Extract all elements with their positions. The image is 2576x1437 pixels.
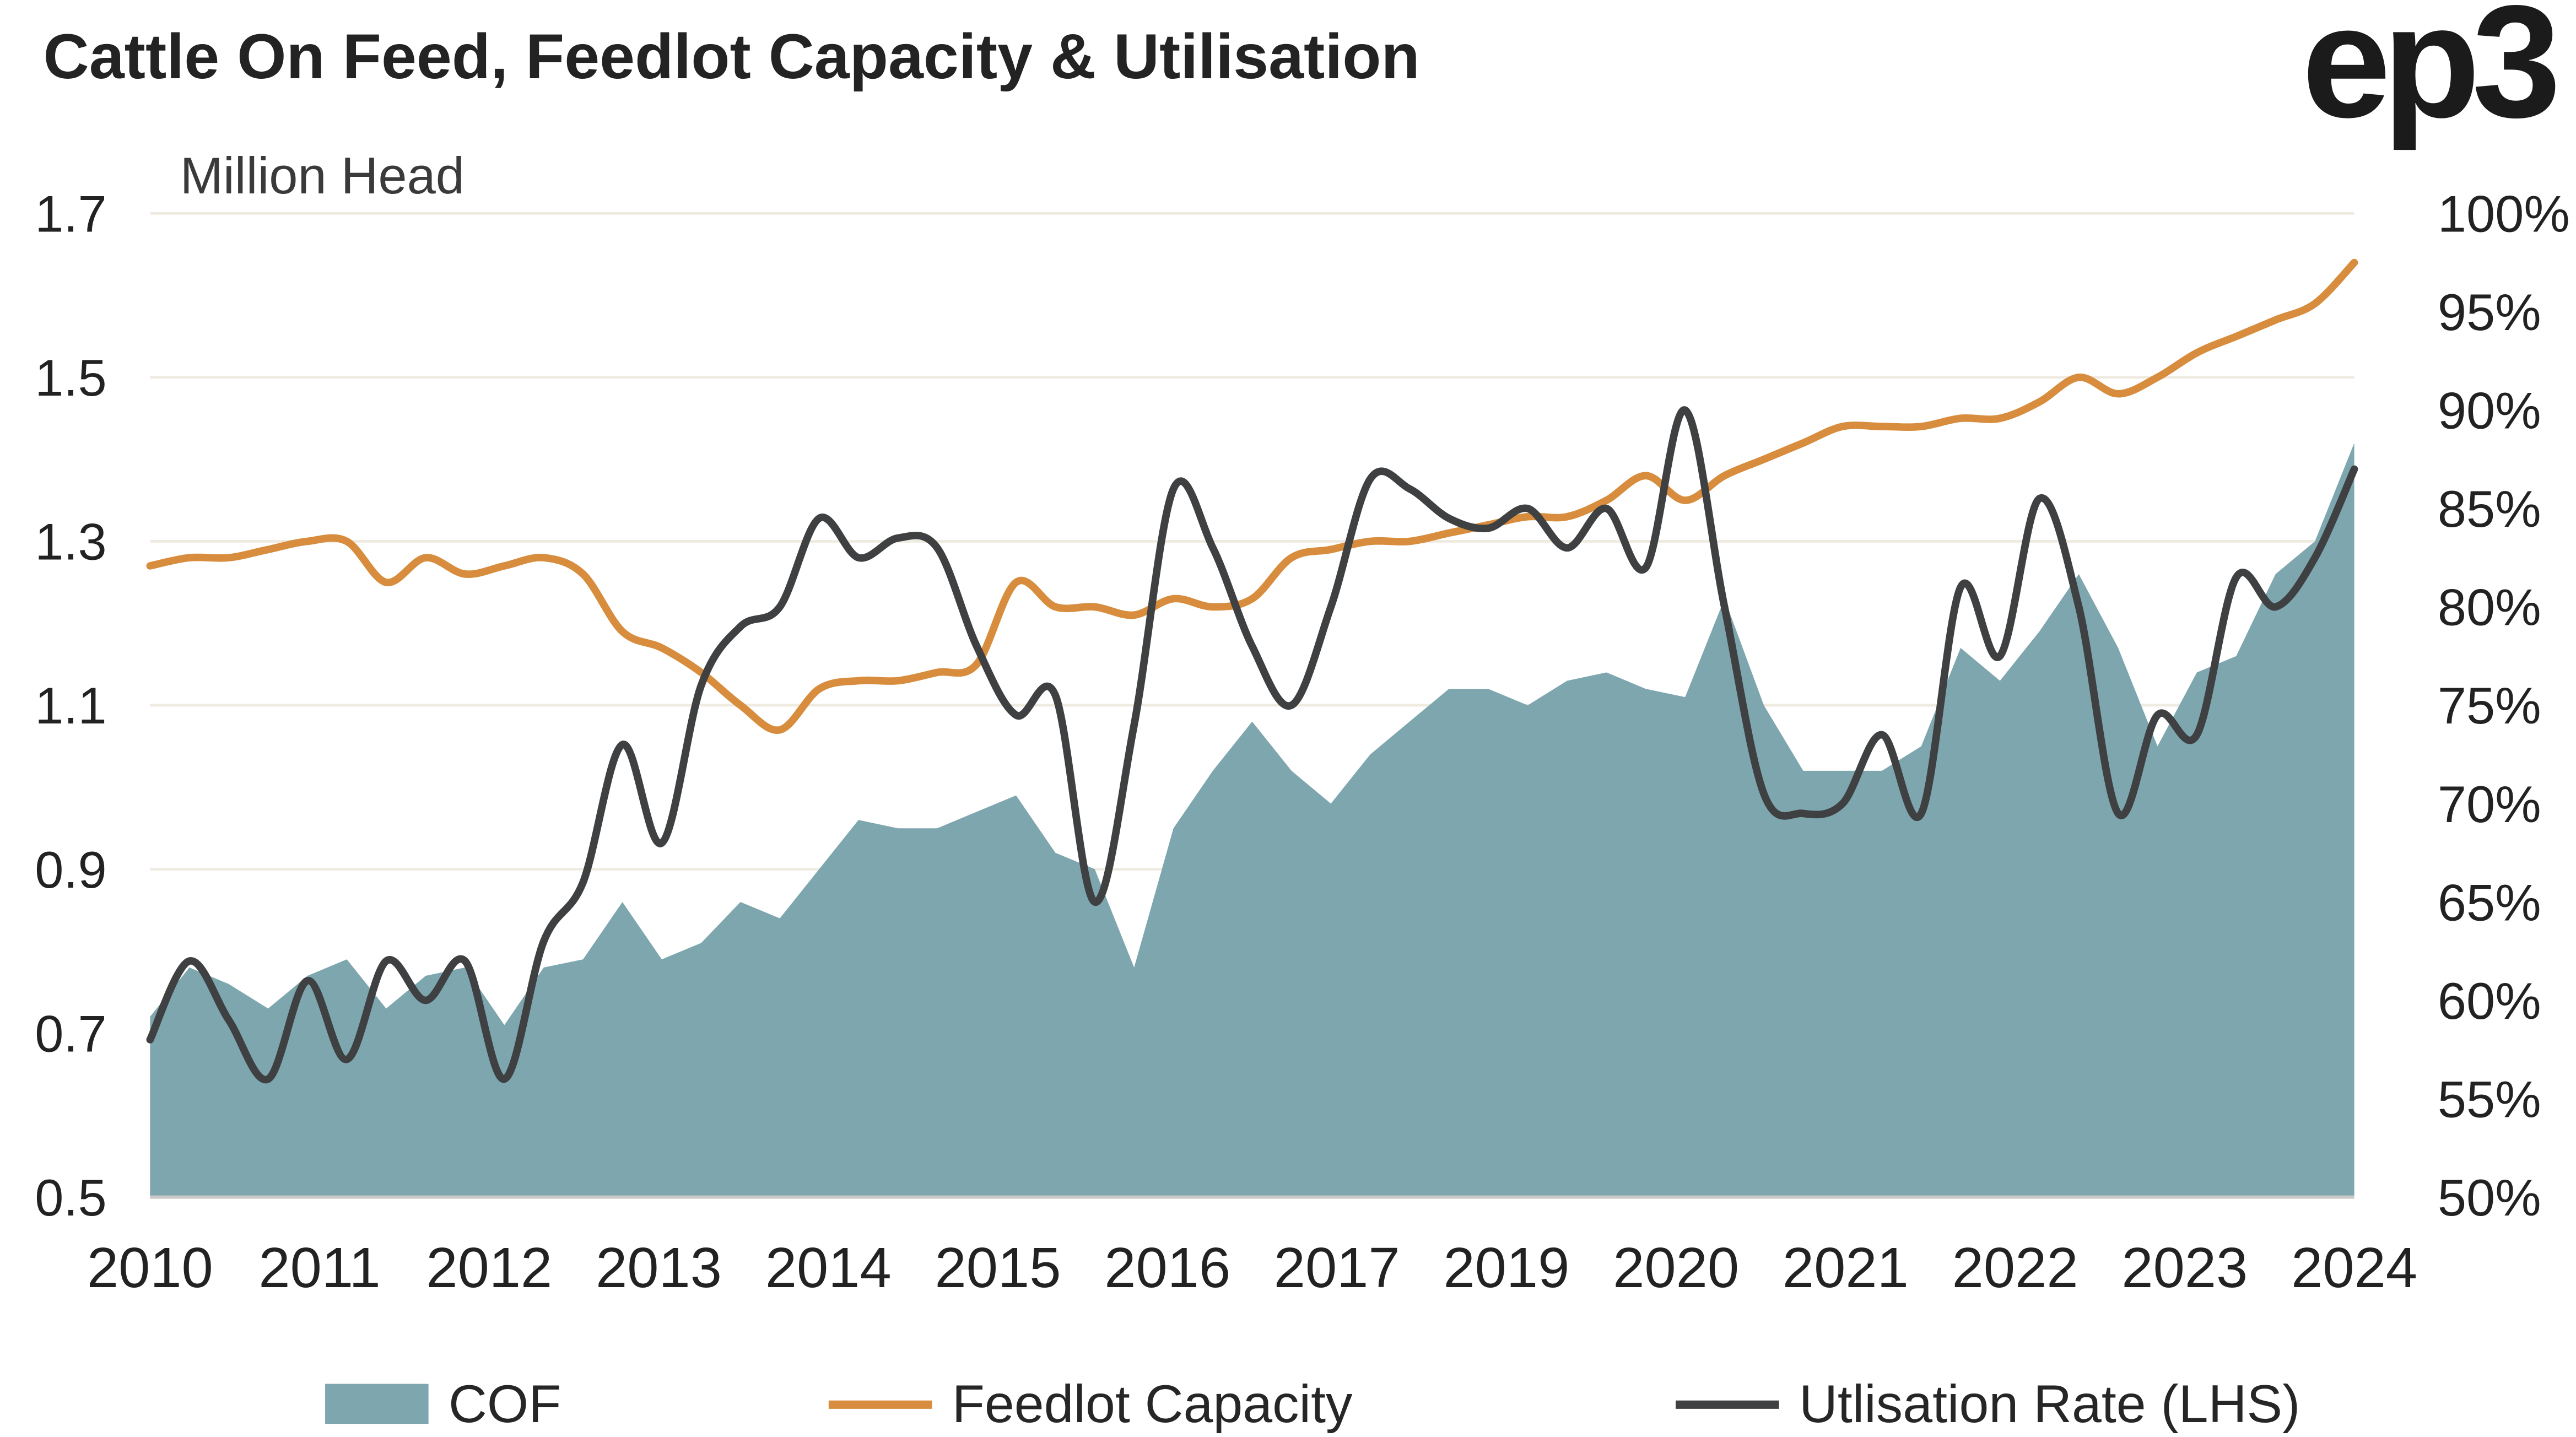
chart-title: Cattle On Feed, Feedlot Capacity & Utili… bbox=[43, 23, 1420, 94]
x-tick-label: 2013 bbox=[596, 1236, 722, 1299]
legend-label-utilisation-rate: Utlisation Rate (LHS) bbox=[1799, 1373, 2300, 1433]
y-right-tick-label: 95% bbox=[2438, 283, 2541, 341]
y-left-tick-label: 1.1 bbox=[35, 677, 106, 734]
y-right-tick-label: 55% bbox=[2438, 1070, 2541, 1128]
x-tick-label: 2020 bbox=[1613, 1236, 1739, 1299]
y-right-tick-label: 75% bbox=[2438, 677, 2541, 734]
x-tick-label: 2023 bbox=[2121, 1236, 2248, 1299]
y-left-tick-label: 0.5 bbox=[35, 1169, 106, 1227]
x-tick-label: 2016 bbox=[1104, 1236, 1230, 1299]
cof-area bbox=[150, 442, 2354, 1197]
legend-item-cof: COF bbox=[325, 1370, 561, 1437]
y-right-tick-label: 60% bbox=[2438, 972, 2541, 1030]
y-left-tick-label: 0.9 bbox=[35, 841, 106, 899]
feedlot-capacity-line-swatch bbox=[828, 1400, 932, 1408]
x-tick-label: 2017 bbox=[1274, 1236, 1400, 1299]
y-right-tick-label: 70% bbox=[2438, 775, 2541, 833]
y-right-tick-label: 90% bbox=[2438, 382, 2541, 440]
x-tick-label: 2019 bbox=[1443, 1236, 1569, 1299]
legend-label-cof: COF bbox=[448, 1373, 561, 1433]
x-tick-label: 2022 bbox=[1952, 1236, 2078, 1299]
utilisation-rate-line bbox=[146, 406, 2358, 1084]
legend: COF Feedlot Capacity Utlisation Rate (LH… bbox=[0, 1370, 2576, 1437]
y-right-tick-label: 100% bbox=[2438, 185, 2570, 243]
x-tick-label: 2021 bbox=[1783, 1236, 1909, 1299]
y-right-tick-label: 50% bbox=[2438, 1169, 2541, 1227]
cof-area-swatch bbox=[325, 1384, 429, 1424]
y-right-tick-label: 80% bbox=[2438, 579, 2541, 636]
left-axis-title: Million Head bbox=[180, 147, 465, 206]
y-left-tick-label: 1.7 bbox=[35, 185, 106, 243]
legend-label-feedlot-capacity: Feedlot Capacity bbox=[952, 1373, 1353, 1433]
x-tick-label: 2010 bbox=[87, 1236, 213, 1299]
utilisation-rate-line-swatch bbox=[1676, 1400, 1779, 1408]
y-left-tick-label: 1.3 bbox=[35, 513, 106, 571]
x-tick-label: 2011 bbox=[258, 1236, 380, 1299]
x-tick-label: 2015 bbox=[935, 1236, 1061, 1299]
y-right-tick-label: 65% bbox=[2438, 873, 2541, 931]
feedlot-capacity-line bbox=[146, 258, 2358, 734]
x-tick-label: 2014 bbox=[765, 1236, 892, 1299]
x-tick-label: 2012 bbox=[426, 1236, 552, 1299]
y-left-tick-label: 0.7 bbox=[35, 1004, 106, 1062]
x-tick-label: 2024 bbox=[2291, 1236, 2417, 1299]
legend-item-feedlot-capacity: Feedlot Capacity bbox=[828, 1370, 1353, 1437]
y-left-tick-label: 1.5 bbox=[35, 349, 106, 407]
legend-item-utilisation-rate: Utlisation Rate (LHS) bbox=[1676, 1370, 2300, 1437]
chart-plot: 1.7 1.5 1.3 1.1 0.9 0.7 0.5 100% 95% 90% 85% 80% 75%… bbox=[35, 185, 2570, 1299]
y-right-tick-label: 85% bbox=[2438, 480, 2541, 538]
ep3-logo: ep3 bbox=[2302, 0, 2561, 152]
